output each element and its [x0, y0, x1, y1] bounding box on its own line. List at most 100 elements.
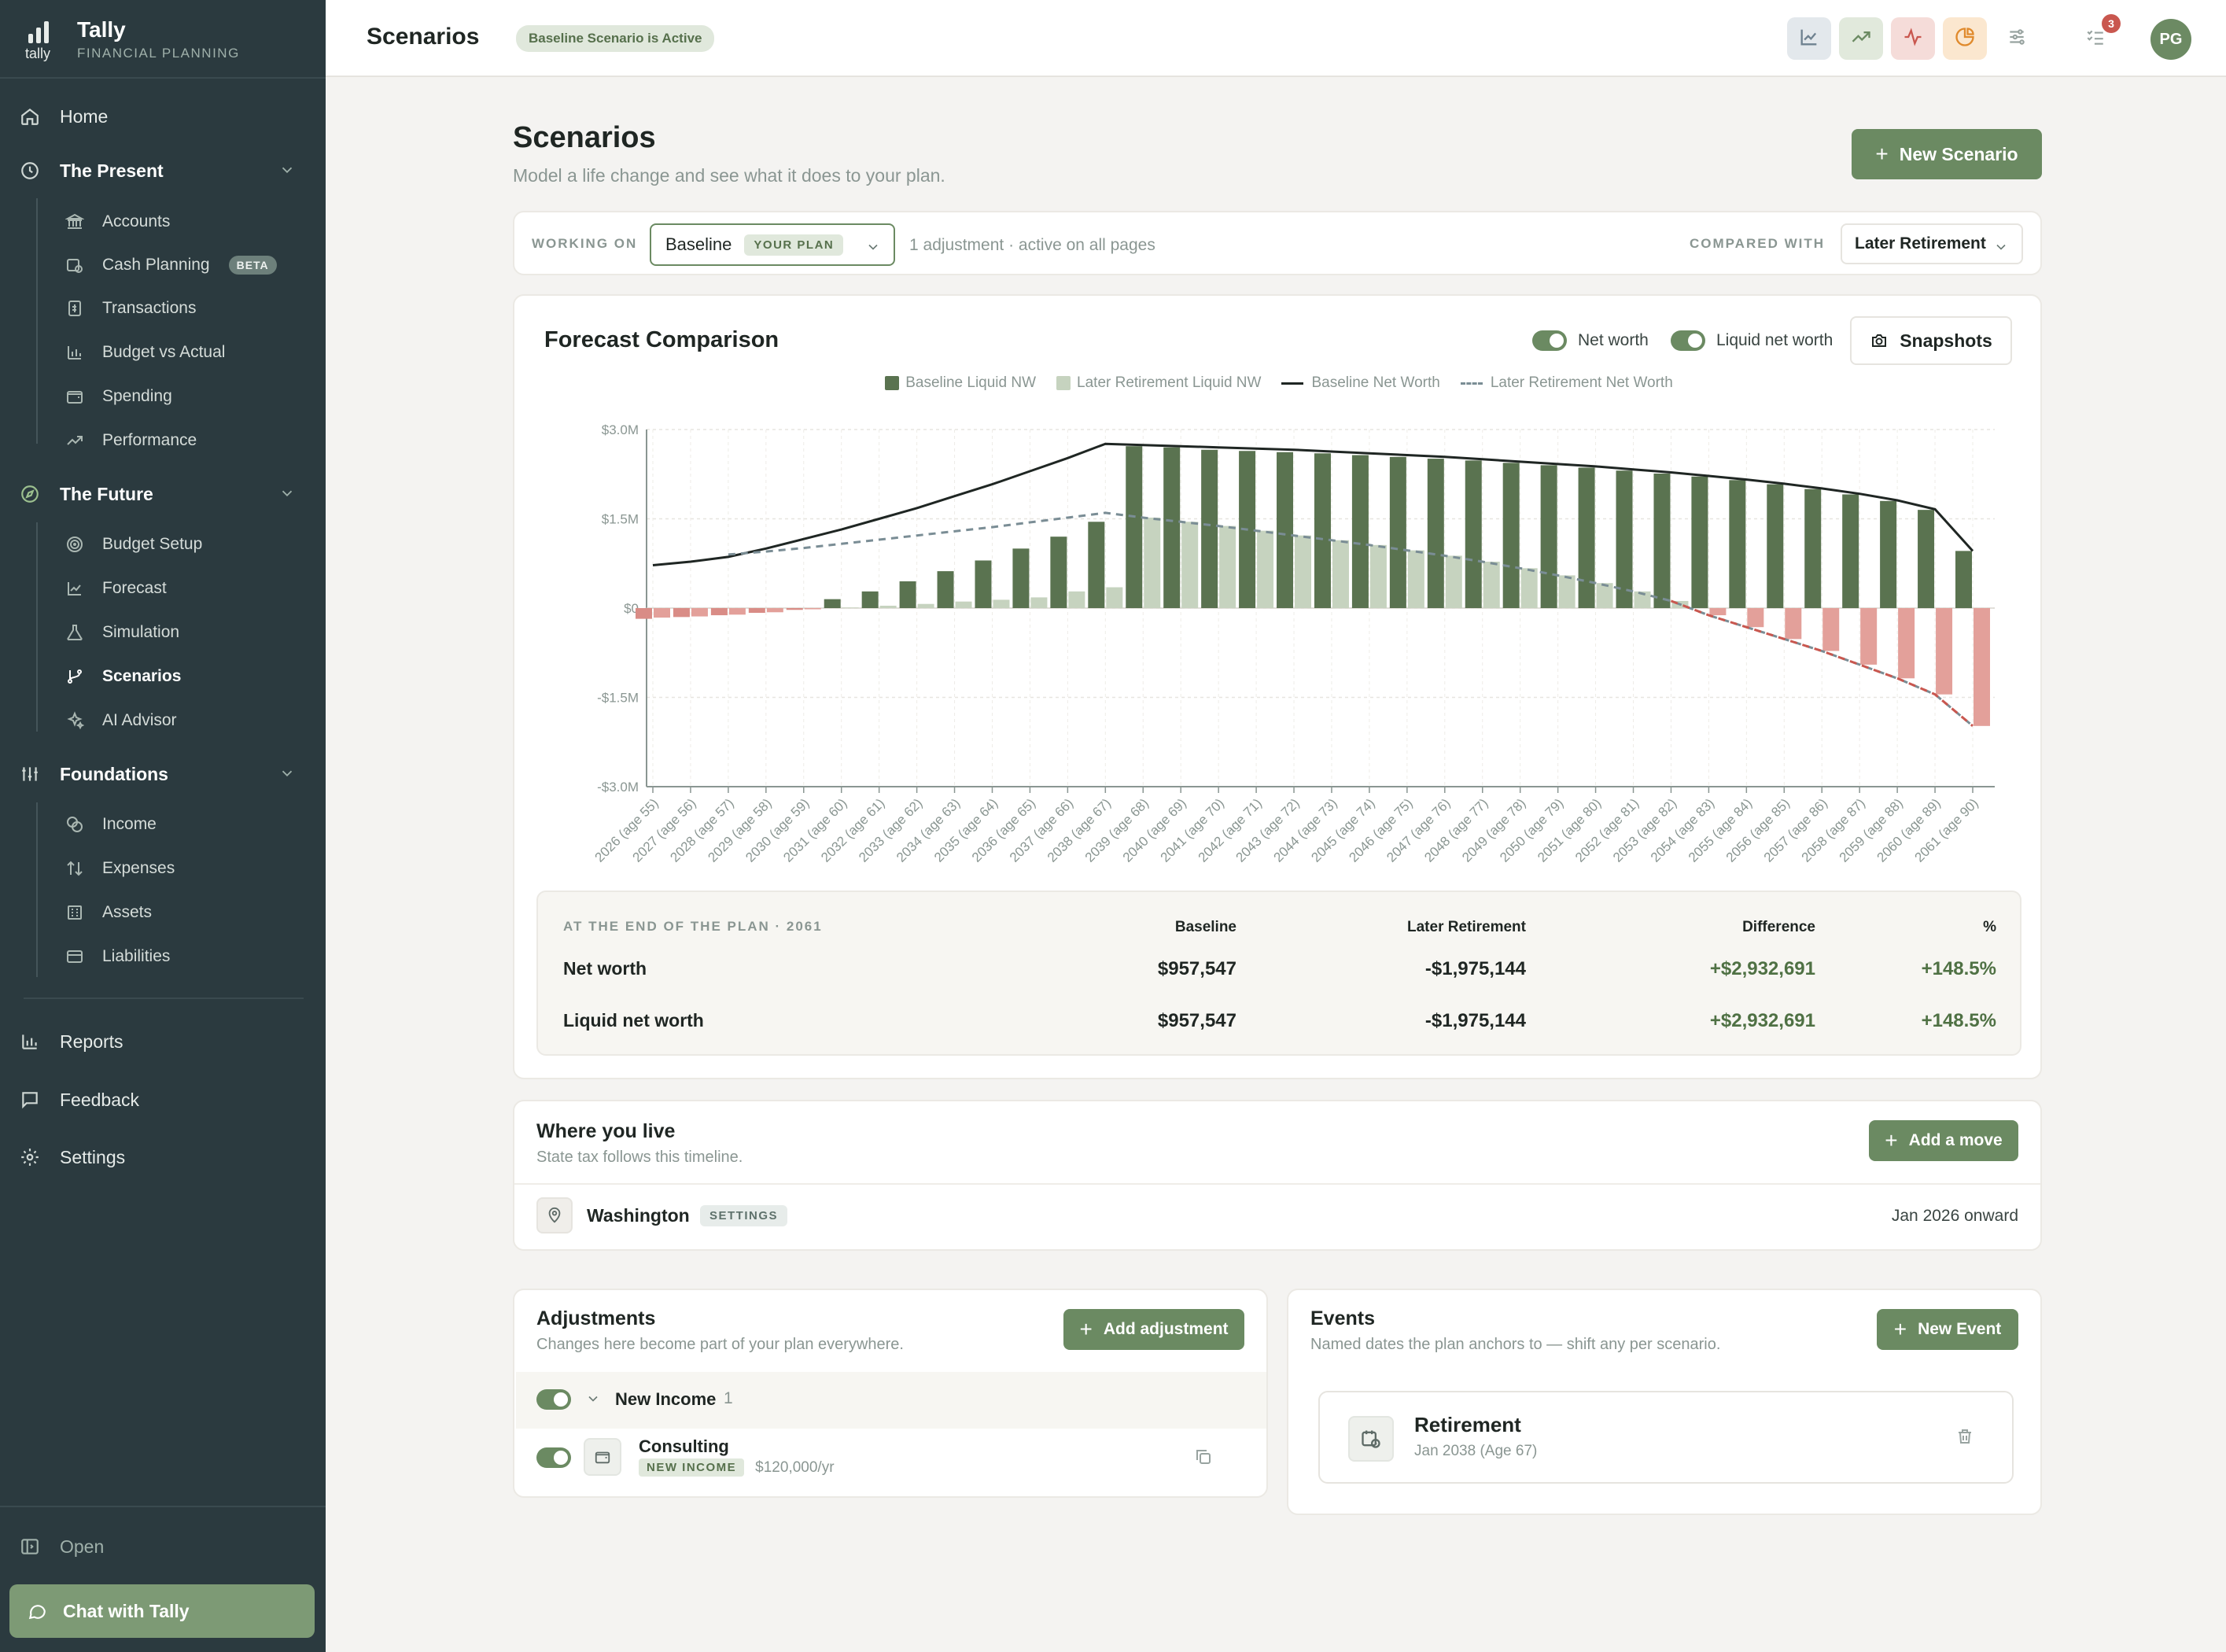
- new-event-button[interactable]: + New Event: [1877, 1309, 2018, 1350]
- legend-item-baseline-net-worth[interactable]: Baseline Net Worth: [1281, 374, 1440, 392]
- bank-icon: [64, 212, 85, 232]
- chevron-down-icon[interactable]: [585, 1391, 601, 1410]
- avatar[interactable]: PG: [2150, 19, 2191, 60]
- chevron-down-icon: [865, 239, 881, 259]
- sidebar-item-simulation[interactable]: Simulation: [64, 614, 308, 651]
- y-tick-label: $0: [624, 601, 639, 616]
- sidebar-tree-line: [36, 198, 38, 444]
- add-move-button[interactable]: + Add a move: [1869, 1120, 2018, 1161]
- sidebar-item-budget-vs-actual[interactable]: Budget vs Actual: [64, 334, 308, 371]
- brand[interactable]: tally Tally FINANCIAL PLANNING: [24, 16, 240, 63]
- liquid-net-worth-toggle[interactable]: Liquid net worth: [1671, 330, 1833, 351]
- sidebar-item-expenses[interactable]: Expenses: [64, 850, 308, 887]
- line-chart-icon: [1798, 26, 1820, 52]
- sidebar-item-ai-advisor[interactable]: AI Advisor: [64, 702, 308, 739]
- sidebar-section-present[interactable]: The Present: [19, 149, 307, 193]
- sidebar-item-accounts[interactable]: Accounts: [64, 203, 308, 241]
- later-liquid-bar: [1144, 517, 1161, 608]
- later-liquid-bar: [1257, 530, 1274, 608]
- sidebar-item-cash-planning[interactable]: Cash Planning BETA: [64, 246, 308, 284]
- sidebar-item-forecast[interactable]: Forecast: [64, 570, 308, 607]
- sidebar-item-assets[interactable]: Assets: [64, 894, 308, 931]
- later-liquid-bar: [1974, 608, 1990, 726]
- coins-icon: [64, 814, 85, 835]
- baseline-liquid-bar: [1804, 489, 1822, 608]
- later-liquid-bar: [804, 608, 821, 610]
- summary-difference-value: +$2,932,691: [1709, 958, 1815, 979]
- duplicate-icon[interactable]: [1194, 1447, 1213, 1470]
- allocation-view-button[interactable]: [1943, 17, 1987, 60]
- legend-item-later-net-worth[interactable]: Later Retirement Net Worth: [1460, 374, 1673, 392]
- legend-item-baseline-liquid[interactable]: Baseline Liquid NW: [885, 374, 1036, 392]
- sidebar-item-settings[interactable]: Settings: [19, 1135, 307, 1179]
- sidebar-open-toggle[interactable]: Open: [19, 1525, 307, 1569]
- baseline-liquid-bar: [1918, 510, 1935, 608]
- sidebar-item-reports[interactable]: Reports: [19, 1020, 307, 1064]
- event-item[interactable]: Retirement Jan 2038 (Age 67): [1318, 1391, 2014, 1484]
- toggle-switch[interactable]: [1671, 330, 1705, 351]
- legend-item-later-liquid[interactable]: Later Retirement Liquid NW: [1056, 374, 1261, 392]
- chat-bubble-icon: [27, 1601, 47, 1621]
- sidebar-item-transactions[interactable]: Transactions: [64, 289, 308, 327]
- sidebar: tally Tally FINANCIAL PLANNING Home The …: [0, 0, 326, 1652]
- target-icon: [64, 534, 85, 555]
- later-liquid-bar: [766, 608, 783, 613]
- forecast-view-button[interactable]: [1787, 17, 1831, 60]
- chat-with-tally-button[interactable]: Chat with Tally: [9, 1584, 315, 1638]
- adjustment-note: 1 adjustment · active on all pages: [909, 236, 1155, 254]
- sidebar-item-home[interactable]: Home: [19, 94, 307, 138]
- later-liquid-bar: [1445, 555, 1462, 608]
- summary-header-percent: %: [1983, 919, 1996, 935]
- working-scenario-select[interactable]: Baseline YOUR PLAN: [650, 223, 895, 266]
- summary-header-later: Later Retirement: [1407, 919, 1526, 935]
- summary-percent-value: +148.5%: [1921, 1010, 1996, 1031]
- trash-icon[interactable]: [1955, 1427, 1974, 1450]
- later-liquid-bar: [917, 603, 934, 608]
- page-subtitle: Model a life change and see what it does…: [513, 165, 945, 186]
- sidebar-section-foundations[interactable]: Foundations: [19, 752, 307, 796]
- sidebar-item-budget-setup[interactable]: Budget Setup: [64, 525, 308, 563]
- sidebar-item-liabilities[interactable]: Liabilities: [64, 938, 308, 975]
- group-toggle-switch[interactable]: [536, 1389, 571, 1410]
- new-scenario-button[interactable]: + New Scenario: [1852, 129, 2042, 179]
- app-name: Tally: [77, 17, 126, 42]
- toggle-switch[interactable]: [1532, 330, 1567, 351]
- growth-view-button[interactable]: [1839, 17, 1883, 60]
- sidebar-item-income[interactable]: Income: [64, 806, 308, 843]
- event-name: Retirement: [1414, 1413, 1521, 1436]
- line-chart-icon: [64, 578, 85, 599]
- sidebar-divider: [0, 1506, 326, 1507]
- later-liquid-bar: [1860, 608, 1878, 665]
- add-adjustment-button[interactable]: + Add adjustment: [1063, 1309, 1244, 1350]
- compared-scenario-select[interactable]: Later Retirement: [1841, 223, 2023, 264]
- plus-icon: +: [1885, 1128, 1898, 1152]
- summary-later-value: -$1,975,144: [1424, 958, 1526, 979]
- sidebar-divider: [0, 77, 326, 79]
- adjustment-item-amount: $120,000/yr: [755, 1458, 835, 1476]
- sidebar-section-future[interactable]: The Future: [19, 472, 307, 516]
- branch-icon: [64, 666, 85, 687]
- y-tick-label: $1.5M: [602, 512, 639, 527]
- sidebar-item-performance[interactable]: Performance: [64, 422, 308, 459]
- panel-icon: [19, 1536, 41, 1558]
- new-income-badge: NEW INCOME: [639, 1458, 745, 1477]
- sidebar-item-scenarios[interactable]: Scenarios: [64, 658, 308, 695]
- item-toggle-switch[interactable]: [536, 1447, 571, 1468]
- chevron-down-icon: [278, 485, 296, 506]
- baseline-liquid-bar: [1616, 470, 1633, 608]
- sliders-icon: [19, 763, 41, 785]
- baseline-liquid-bar: [1389, 456, 1406, 608]
- adjustment-group-name: New Income: [615, 1389, 717, 1409]
- summary-row-label: Net worth: [563, 958, 647, 979]
- baseline-liquid-bar: [899, 581, 916, 608]
- sidebar-item-spending[interactable]: Spending: [64, 378, 308, 415]
- snapshots-button[interactable]: Snapshots: [1850, 316, 2012, 365]
- activity-view-button[interactable]: [1891, 17, 1935, 60]
- filters-button[interactable]: [1995, 17, 2039, 60]
- adjustment-group-row[interactable]: New Income 1: [516, 1372, 1266, 1429]
- later-liquid-bar: [1068, 591, 1085, 608]
- net-worth-toggle[interactable]: Net worth: [1532, 330, 1649, 351]
- sidebar-item-feedback[interactable]: Feedback: [19, 1078, 307, 1122]
- tasks-button[interactable]: 3: [2073, 14, 2121, 60]
- settings-badge[interactable]: SETTINGS: [700, 1205, 788, 1226]
